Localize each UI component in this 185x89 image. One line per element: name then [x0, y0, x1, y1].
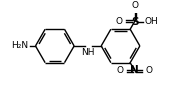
- Text: NH: NH: [82, 48, 95, 57]
- Text: S: S: [131, 17, 138, 27]
- Text: N: N: [130, 65, 139, 75]
- Text: O: O: [131, 1, 138, 10]
- Text: O: O: [116, 17, 123, 26]
- Text: H₂N: H₂N: [12, 41, 29, 50]
- Text: O: O: [146, 66, 153, 75]
- Text: O: O: [116, 66, 123, 75]
- Text: OH: OH: [144, 17, 158, 26]
